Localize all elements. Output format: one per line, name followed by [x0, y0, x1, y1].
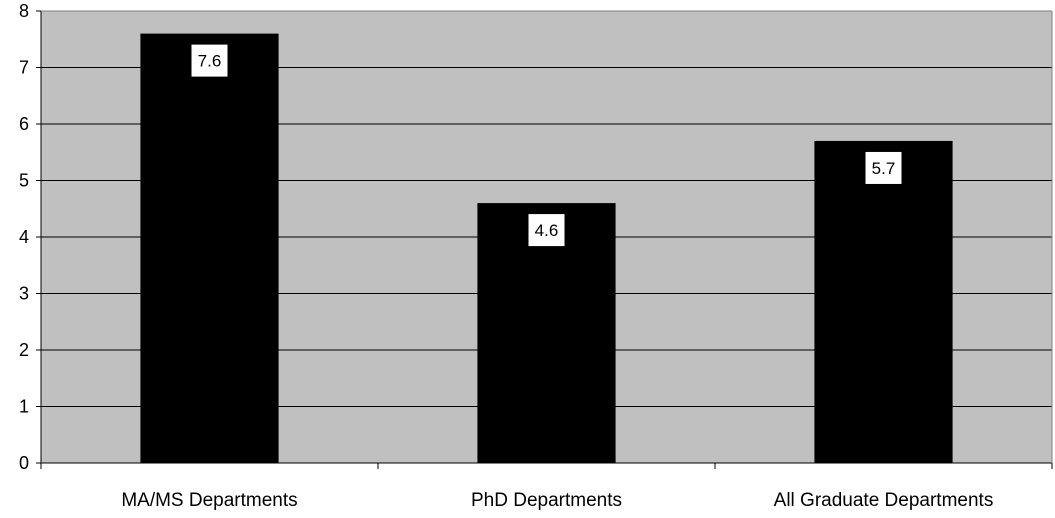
y-tick-label: 4	[19, 227, 29, 247]
x-category-label: MA/MS Departments	[121, 490, 297, 511]
y-axis-ticks: 0 1 2 3 4 5 6 7 8	[19, 1, 41, 473]
y-tick-label: 2	[19, 340, 29, 360]
y-tick-label: 8	[19, 1, 29, 21]
y-tick-label: 5	[19, 171, 29, 191]
x-category-label: PhD Departments	[471, 490, 622, 511]
data-labels: 7.6 4.6 5.7	[191, 44, 902, 247]
data-label: 7.6	[198, 52, 222, 71]
data-label-box	[528, 214, 565, 247]
y-tick-label: 3	[19, 284, 29, 304]
x-axis-ticks: MA/MS Departments PhD Departments All Grad…	[40, 463, 1053, 511]
y-tick-label: 7	[19, 58, 29, 78]
data-label: 5.7	[872, 159, 896, 178]
data-label: 4.6	[535, 221, 559, 240]
bar	[477, 203, 616, 463]
data-label-box	[865, 151, 902, 184]
bar	[140, 33, 279, 463]
bars	[140, 33, 953, 463]
y-tick-label: 6	[19, 114, 29, 134]
bar	[814, 140, 953, 463]
y-tick-label: 1	[19, 397, 29, 417]
data-label-box	[191, 44, 228, 77]
y-tick-label: 0	[19, 453, 29, 473]
x-category-label: All Graduate Departments	[774, 490, 994, 511]
